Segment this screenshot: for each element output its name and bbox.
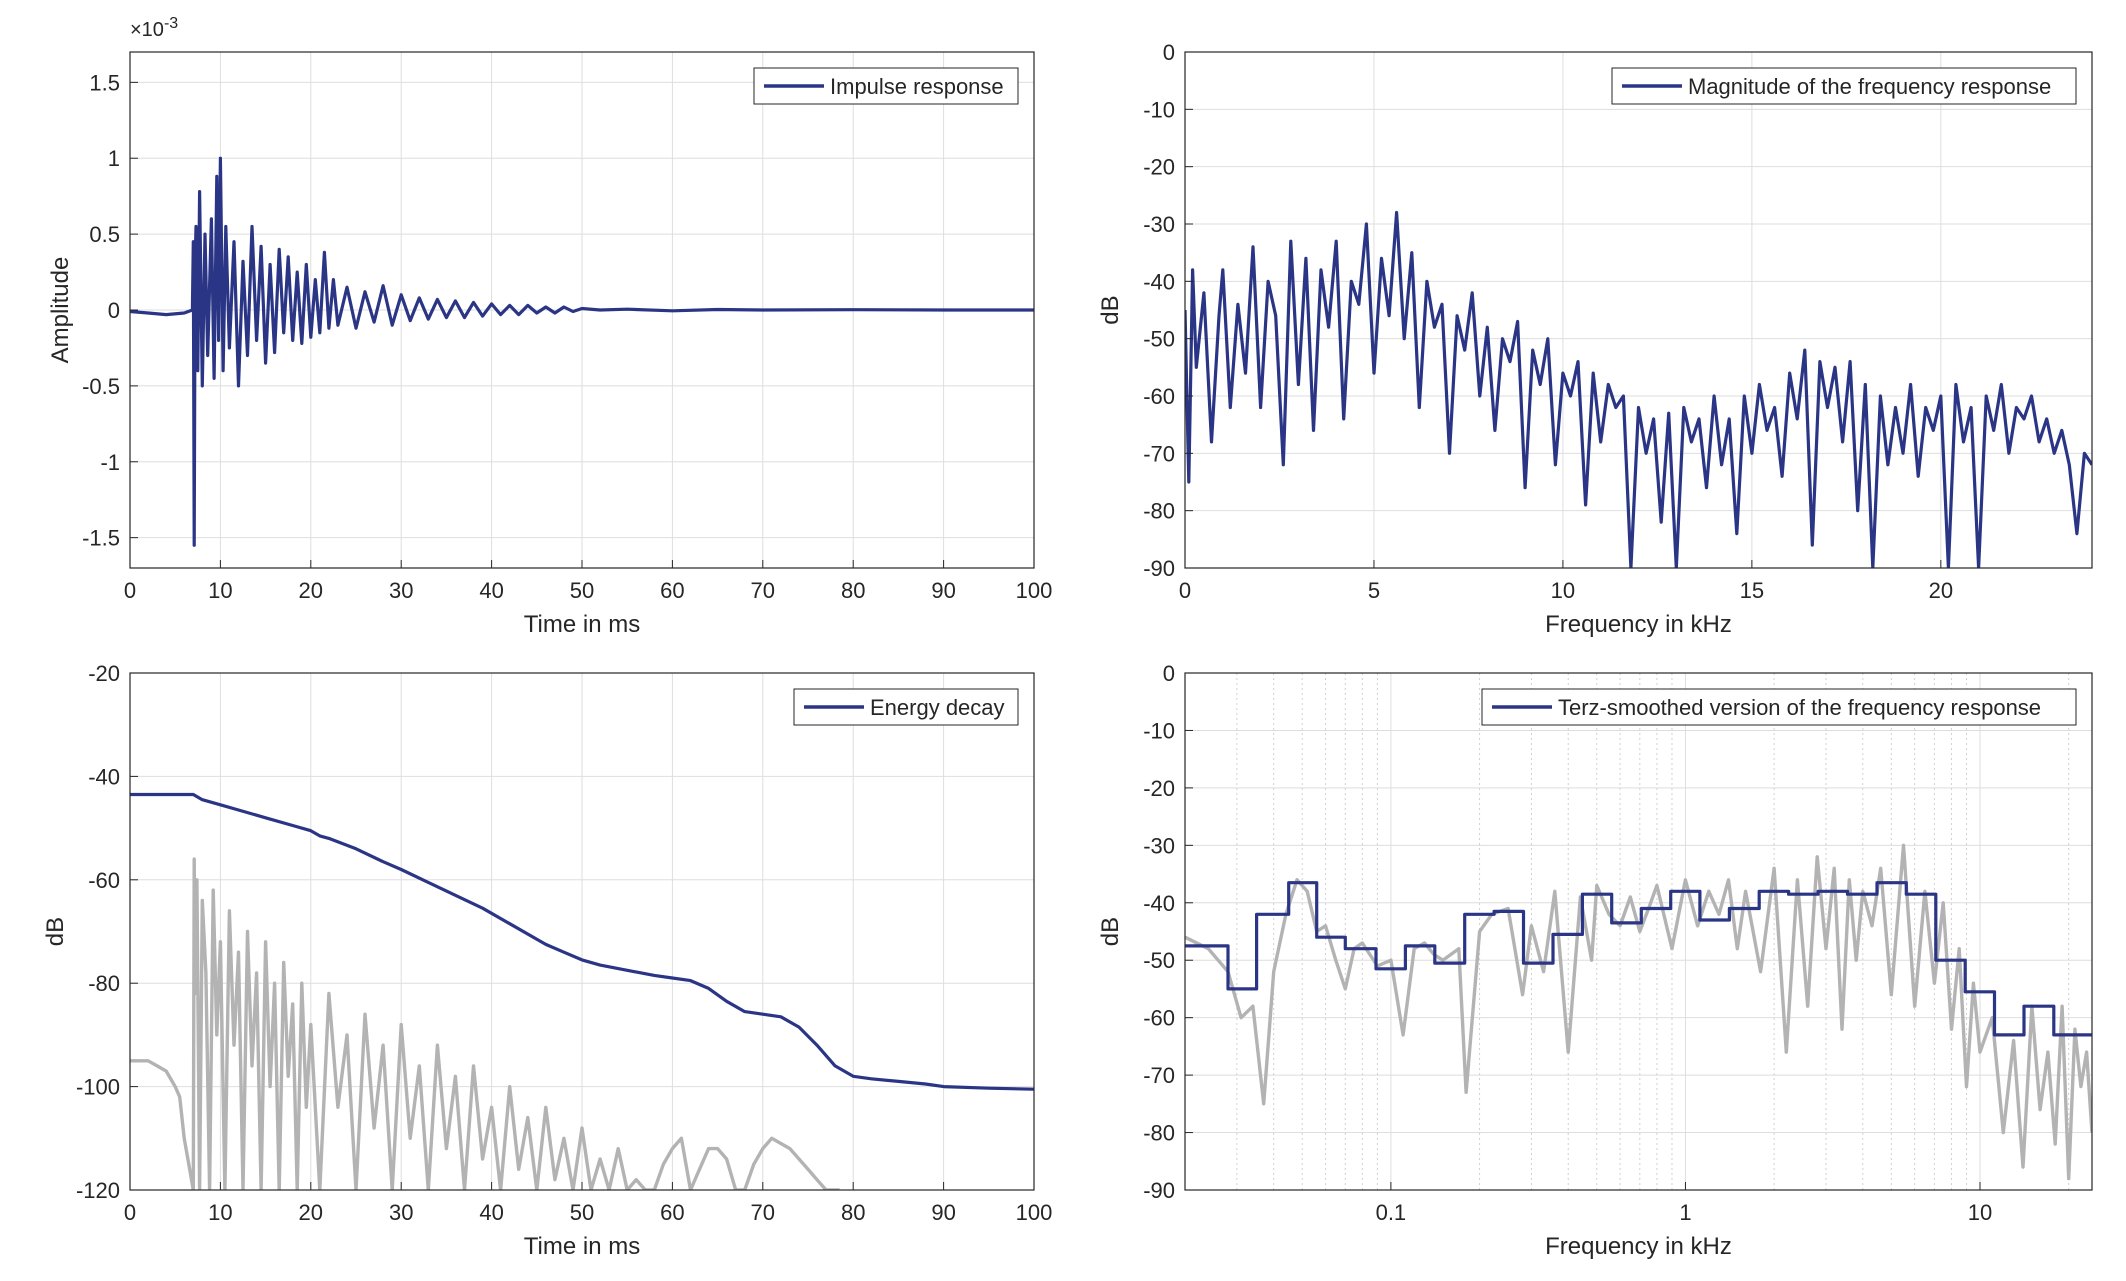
chart-terz: 0.1 1 10 0 -10 -20 -30 -40 -50 -60 -70 -80 -90 Freque… [1097,661,2093,1260]
y-tick-label: 0.5 [89,222,120,247]
series-line-gray [130,857,840,1190]
y-tick-label: -90 [1143,556,1175,581]
series-line-main [1185,210,2092,568]
y-axis-label: Amplitude [47,257,74,364]
y-tick-label: -20 [1143,776,1175,801]
y-axis-label: dB [1097,917,1124,946]
y-tick-label: -40 [1143,891,1175,916]
legend-label: Terz-smoothed version of the frequency r… [1558,695,2041,720]
exponent-base: ×10 [130,19,164,41]
x-tick-label: 15 [1740,578,1764,603]
legend-box [1481,688,2077,726]
y-tick-label: -60 [88,868,120,893]
y-tick-label: -20 [88,661,120,686]
chart-freq: 0 5 10 15 20 0 -10 -20 -30 -40 -50 -60 -70 -80 -90 Freq… [1097,40,2093,638]
y-tick-label: -30 [1143,212,1175,237]
x-tick-label: 10 [1968,1200,1992,1225]
x-tick-label: 100 [1016,578,1053,603]
plot-area [1185,52,2092,568]
y-tick-label: -70 [1143,441,1175,466]
x-tick-label: 70 [751,578,775,603]
x-tick-label: 5 [1368,578,1380,603]
y-tick-label: -70 [1143,1063,1175,1088]
x-tick-label: 80 [841,1200,865,1225]
x-tick-label: 20 [1929,578,1953,603]
x-tick-label: 60 [660,578,684,603]
y-tick-label: -50 [1143,948,1175,973]
x-tick-label: 70 [751,1200,775,1225]
x-axis-label: Time in ms [524,611,640,638]
y-axis-label: dB [1097,295,1124,324]
legend: Impulse response [753,67,1019,105]
y-tick-label: -30 [1143,833,1175,858]
y-tick-label: -60 [1143,1006,1175,1031]
x-tick-label: 0 [1179,578,1191,603]
y-tick-label: -40 [1143,269,1175,294]
axes-box [1184,672,2093,1191]
series-line-gray [1185,843,2092,1181]
y-tick-label: -1.5 [82,526,120,551]
y-tick-label: 1.5 [89,70,120,95]
x-tick-label: 40 [479,1200,503,1225]
legend: Magnitude of the frequency response [1611,67,2077,105]
x-tick-label: 0 [124,578,136,603]
y-tick-label: -0.5 [82,374,120,399]
y-tick-label: -90 [1143,1178,1175,1203]
y-tick-label: -10 [1143,718,1175,743]
x-tick-label: 10 [1551,578,1575,603]
y-tick-label: -10 [1143,97,1175,122]
y-tick-label: -40 [88,764,120,789]
y-tick-label: -80 [88,971,120,996]
chart-impulse: 0 10 20 30 40 50 60 70 80 90 100 -1.5 -1 -0.5 0 0.5 1 1.5… [47,15,1052,638]
series-line-main [130,792,1034,1091]
y-tick-label: -120 [76,1178,120,1203]
x-tick-label: 90 [931,578,955,603]
axes-box [1184,51,2093,569]
y-tick-label: -100 [76,1075,120,1100]
y-axis-label: dB [42,917,69,946]
legend: Terz-smoothed version of the frequency r… [1481,688,2077,726]
x-tick-label: 10 [208,1200,232,1225]
x-tick-label: 10 [208,578,232,603]
y-tick-label: 0 [1163,40,1175,65]
x-tick-label: 50 [570,578,594,603]
y-tick-label: 0 [108,298,120,323]
series-line-main [130,156,1034,547]
x-tick-label: 0.1 [1376,1200,1407,1225]
y-tick-label: 1 [108,146,120,171]
x-tick-label: 30 [389,1200,413,1225]
y-tick-label: -60 [1143,384,1175,409]
y-tick-label: -20 [1143,155,1175,180]
x-tick-label: 20 [299,1200,323,1225]
x-tick-label: 40 [479,578,503,603]
legend: Energy decay [793,688,1019,726]
x-tick-label: 60 [660,1200,684,1225]
x-axis-label: Frequency in kHz [1545,611,1732,638]
x-tick-label: 80 [841,578,865,603]
y-tick-label: -80 [1143,499,1175,524]
x-tick-label: 1 [1679,1200,1691,1225]
y-tick-label: -50 [1143,327,1175,352]
exponent-power: -3 [164,15,178,32]
legend-label: Magnitude of the frequency response [1688,74,2051,99]
x-tick-label: 20 [299,578,323,603]
x-tick-label: 30 [389,578,413,603]
series-line-main [1185,881,2092,1037]
y-tick-label: 0 [1163,661,1175,686]
legend-label: Energy decay [870,695,1005,720]
x-tick-label: 90 [931,1200,955,1225]
y-tick-label: -1 [100,450,120,475]
x-axis-label: Frequency in kHz [1545,1233,1732,1260]
y-tick-label: -80 [1143,1121,1175,1146]
chart-decay: 0 10 20 30 40 50 60 70 80 90 100 -20 -40 -60 -80 -100 -1… [42,661,1052,1260]
x-tick-label: 50 [570,1200,594,1225]
x-axis-label: Time in ms [524,1233,640,1260]
exponent-label: ×10-3 [130,15,178,41]
legend-box [1611,67,2077,105]
x-tick-label: 0 [124,1200,136,1225]
x-tick-label: 100 [1016,1200,1053,1225]
legend-label: Impulse response [830,74,1004,99]
